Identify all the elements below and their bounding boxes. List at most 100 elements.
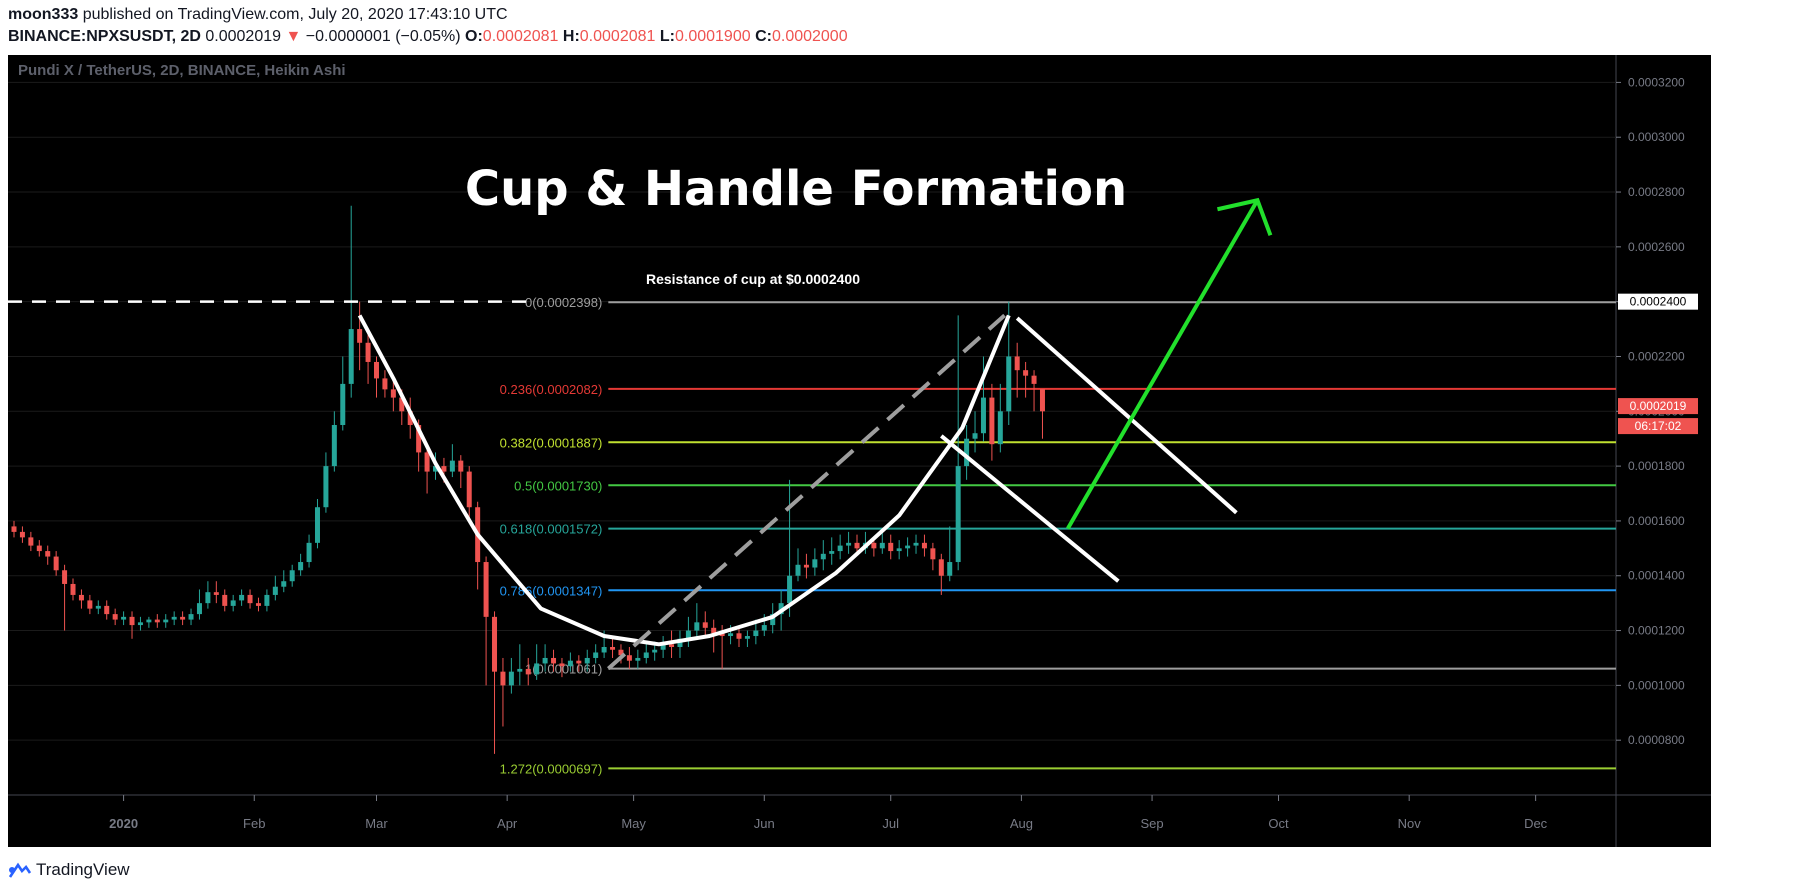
candle-body[interactable] bbox=[104, 605, 110, 615]
candle-body[interactable] bbox=[433, 466, 439, 472]
candle-body[interactable] bbox=[407, 411, 413, 425]
countdown-tag[interactable]: 06:17:02 bbox=[1635, 419, 1682, 433]
candle-body[interactable] bbox=[846, 542, 852, 546]
publisher-name[interactable]: moon333 bbox=[8, 6, 79, 23]
candle-body[interactable] bbox=[458, 460, 464, 472]
candle-body[interactable] bbox=[728, 633, 734, 637]
candle-body[interactable] bbox=[896, 548, 902, 552]
candle-body[interactable] bbox=[424, 452, 430, 472]
candle-body[interactable] bbox=[787, 575, 793, 604]
candle-body[interactable] bbox=[980, 397, 986, 434]
candle-body[interactable] bbox=[230, 600, 236, 606]
candle-body[interactable] bbox=[146, 619, 152, 623]
candle-body[interactable] bbox=[306, 542, 312, 563]
candle-body[interactable] bbox=[1039, 389, 1045, 412]
time-axis[interactable]: 2020 Feb Mar Apr May Jun Jul Aug Sep Oct Nov Dec bbox=[109, 795, 1548, 831]
handle-lower-line[interactable] bbox=[940, 434, 1120, 583]
candle-body[interactable] bbox=[87, 600, 93, 609]
candle-body[interactable] bbox=[492, 616, 498, 672]
candle-body[interactable] bbox=[989, 397, 995, 445]
candle-body[interactable] bbox=[508, 671, 514, 686]
candle-body[interactable] bbox=[618, 649, 624, 656]
candle-body[interactable] bbox=[871, 542, 877, 549]
candle-body[interactable] bbox=[95, 605, 101, 609]
candle-body[interactable] bbox=[348, 329, 354, 384]
candle-body[interactable] bbox=[154, 619, 160, 623]
handle-upper-line[interactable] bbox=[1015, 316, 1238, 515]
candle-body[interactable] bbox=[19, 531, 25, 538]
candle-body[interactable] bbox=[947, 562, 953, 576]
candle-body[interactable] bbox=[921, 542, 927, 549]
candle-body[interactable] bbox=[205, 592, 211, 604]
candle-body[interactable] bbox=[129, 616, 135, 626]
candle-body[interactable] bbox=[744, 636, 750, 639]
candle-body[interactable] bbox=[660, 644, 666, 650]
candle-body[interactable] bbox=[188, 614, 194, 620]
candle-body[interactable] bbox=[272, 586, 278, 595]
candle-body[interactable] bbox=[36, 545, 42, 552]
candle-body[interactable] bbox=[770, 614, 776, 626]
candle-body[interactable] bbox=[365, 342, 371, 362]
candle-body[interactable] bbox=[803, 564, 809, 568]
candle-body[interactable] bbox=[955, 466, 961, 563]
candle-body[interactable] bbox=[610, 647, 616, 650]
candle-body[interactable] bbox=[964, 438, 970, 467]
candle-body[interactable] bbox=[289, 570, 295, 582]
candles[interactable] bbox=[11, 205, 1045, 754]
candle-body[interactable] bbox=[163, 619, 169, 623]
candle-body[interactable] bbox=[357, 329, 363, 343]
candle-body[interactable] bbox=[247, 594, 253, 604]
candle-body[interactable] bbox=[702, 622, 708, 628]
candle-body[interactable] bbox=[559, 663, 565, 667]
candle-body[interactable] bbox=[314, 507, 320, 543]
candle-body[interactable] bbox=[112, 614, 118, 620]
candle-body[interactable] bbox=[542, 657, 548, 664]
candle-body[interactable] bbox=[761, 625, 767, 631]
candle-body[interactable] bbox=[1014, 356, 1020, 371]
candle-body[interactable] bbox=[121, 616, 127, 620]
candle-body[interactable] bbox=[601, 647, 607, 653]
price-axis[interactable]: 0.0003200 0.0003000 0.0002800 0.0002600 0.00… bbox=[1616, 75, 1698, 747]
candle-body[interactable] bbox=[551, 657, 557, 664]
candle-body[interactable] bbox=[196, 603, 202, 615]
candle-body[interactable] bbox=[1031, 375, 1037, 384]
drawings[interactable] bbox=[8, 197, 1273, 671]
candle-body[interactable] bbox=[913, 542, 919, 546]
candle-body[interactable] bbox=[517, 668, 523, 672]
candle-body[interactable] bbox=[1006, 356, 1012, 412]
candle-body[interactable] bbox=[576, 660, 582, 664]
candle-body[interactable] bbox=[652, 649, 658, 653]
cup-curve[interactable] bbox=[357, 314, 1011, 647]
candle-body[interactable] bbox=[593, 652, 599, 658]
candle-body[interactable] bbox=[525, 668, 531, 675]
last-price-tag[interactable]: 0.0002019 bbox=[1630, 399, 1687, 413]
candle-body[interactable] bbox=[53, 556, 59, 571]
candle-body[interactable] bbox=[340, 383, 346, 425]
candle-body[interactable] bbox=[180, 616, 186, 620]
candle-body[interactable] bbox=[78, 594, 84, 601]
candle-body[interactable] bbox=[441, 466, 447, 472]
candle-body[interactable] bbox=[28, 537, 34, 546]
fib-levels[interactable]: 0(0.0002398) 0.236(0.0002082) 0.382(0.0001… bbox=[500, 295, 1616, 776]
candle-body[interactable] bbox=[534, 663, 540, 675]
candle-body[interactable] bbox=[500, 671, 506, 686]
trend-line[interactable] bbox=[606, 313, 1006, 671]
candle-body[interactable] bbox=[795, 564, 801, 576]
candle-body[interactable] bbox=[626, 655, 632, 661]
candle-body[interactable] bbox=[854, 542, 860, 549]
price-chart[interactable]: 0(0.0002398) 0.236(0.0002082) 0.382(0.0001… bbox=[8, 55, 1711, 847]
candle-body[interactable] bbox=[298, 562, 304, 571]
candle-body[interactable] bbox=[669, 644, 675, 647]
candle-body[interactable] bbox=[829, 551, 835, 554]
candle-body[interactable] bbox=[837, 545, 843, 552]
candle-body[interactable] bbox=[812, 559, 818, 568]
candle-body[interactable] bbox=[323, 466, 329, 508]
candle-body[interactable] bbox=[255, 603, 261, 606]
candle-body[interactable] bbox=[70, 583, 76, 595]
candle-body[interactable] bbox=[264, 594, 270, 606]
candle-body[interactable] bbox=[879, 542, 885, 549]
candle-body[interactable] bbox=[643, 652, 649, 658]
candle-body[interactable] bbox=[239, 594, 245, 601]
candle-body[interactable] bbox=[694, 622, 700, 631]
candle-body[interactable] bbox=[416, 425, 422, 453]
